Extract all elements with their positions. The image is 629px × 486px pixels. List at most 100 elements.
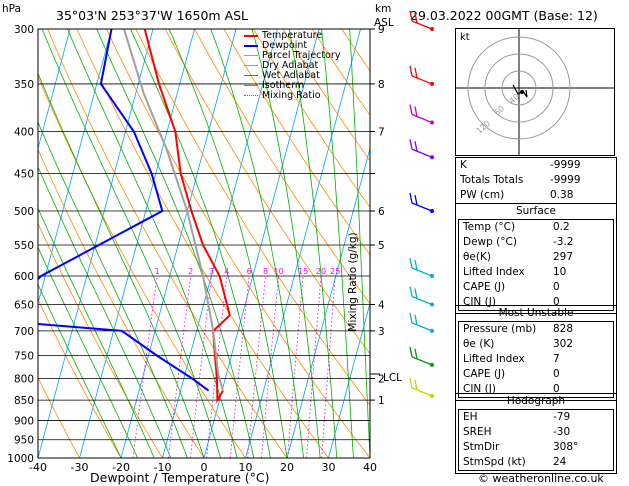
isotherm-line <box>203 29 320 458</box>
km-tick-label: 3 <box>378 326 385 338</box>
hodograph-ring-2 <box>484 53 554 123</box>
legend-swatch <box>244 34 258 37</box>
most-unstable-title: Most Unstable <box>498 307 574 319</box>
mixing-ratio-label: 15 <box>298 267 308 276</box>
legend-swatch <box>244 44 258 47</box>
legend-swatch <box>244 75 258 76</box>
legend-label: Temperature <box>262 30 323 41</box>
y-tick-label: 900 <box>14 415 34 427</box>
isotherm-line <box>79 29 195 458</box>
mixing-ratio-line <box>247 275 267 458</box>
hodo-row: SREH -30 <box>463 426 571 438</box>
dry-adiabat <box>223 29 370 256</box>
y-tick-label: 400 <box>14 127 34 139</box>
wind-barb <box>411 267 433 277</box>
km-tick-label: 4 <box>378 300 385 312</box>
wind-barb-flag <box>414 348 418 359</box>
lcl-label: LCL <box>383 372 403 384</box>
parcel-trajectory-line <box>123 29 224 391</box>
hodograph-ring-3 <box>467 36 571 140</box>
legend-label: Isotherm <box>262 80 305 91</box>
legend-item: Dry Adiabat <box>244 61 340 71</box>
wind-barb-point <box>430 328 434 333</box>
index-row-k: K -9999 <box>460 159 581 171</box>
x-tick-label: 0 <box>201 461 208 474</box>
y-tick-label: 600 <box>14 271 34 283</box>
legend-item: Mixing Ratio <box>244 91 340 101</box>
wind-barb-flag <box>409 104 413 115</box>
legend-item: Temperature <box>244 31 340 41</box>
surface-row: Lifted Index 10 <box>463 266 567 278</box>
mixing-ratio-line <box>306 275 322 458</box>
wind-barb-point <box>430 120 434 125</box>
mixing-ratio-label: 2 <box>188 267 193 276</box>
location-title: 35°03'N 253°37'W 1650m ASL <box>56 8 249 23</box>
y-tick-label: 800 <box>14 373 34 385</box>
y-tick-label: 750 <box>14 350 34 362</box>
wind-barb-point <box>430 27 434 31</box>
km-tick-label: 9 <box>378 24 385 36</box>
dry-adiabat <box>38 75 246 458</box>
dry-adiabat <box>38 376 80 458</box>
legend-label: Wet Adiabat <box>262 70 320 81</box>
wind-barb-point <box>430 393 434 398</box>
wind-barb-flag <box>409 10 413 22</box>
wet-adiabat <box>41 29 221 458</box>
legend-label: Dewpoint <box>262 40 308 51</box>
wind-barb-point <box>430 81 434 86</box>
surface-title: Surface <box>515 205 556 217</box>
mixing-ratio-label: 20 <box>316 267 326 276</box>
wind-barb <box>411 387 433 397</box>
wind-barb <box>411 75 433 85</box>
km-tick-label: 7 <box>378 127 385 139</box>
wind-barb-flag <box>414 12 418 24</box>
legend-label: Parcel Trajectory <box>262 50 341 61</box>
km-tick-label: 6 <box>378 206 385 218</box>
copyright-footer: © weatheronline.co.uk <box>478 472 604 485</box>
surface-row: CAPE (J) 0 <box>463 281 560 293</box>
wind-barb-flag <box>414 141 418 152</box>
y-tick-label: 650 <box>14 300 34 312</box>
x-tick-label: -30 <box>71 461 89 474</box>
wind-barb-flag <box>414 194 418 206</box>
wind-barb <box>411 356 433 366</box>
legend-item: Wet Adiabat <box>244 71 340 81</box>
km-tick-label: 1 <box>378 395 385 407</box>
wind-barb-flag <box>409 346 413 357</box>
dry-adiabat <box>253 29 370 208</box>
legend-item: Isotherm <box>244 81 340 91</box>
wind-barb-flag <box>414 106 418 117</box>
x-tick-label: 20 <box>280 461 294 474</box>
mixing-ratio-label: 6 <box>247 267 252 276</box>
km-tick-label: 5 <box>378 240 385 252</box>
mixing-ratio-label: 1 <box>155 267 160 276</box>
wind-barb <box>411 295 433 306</box>
mixing-ratio-label: 25 <box>330 267 340 276</box>
wind-barb-flag <box>414 67 418 79</box>
wind-barb-point <box>430 155 434 160</box>
surface-row: θe(K) 297 <box>463 251 574 263</box>
wind-barb-point <box>430 302 434 307</box>
hodograph-storm-point <box>520 90 524 94</box>
hodograph-frame <box>455 28 615 156</box>
isotherm-line <box>38 29 71 150</box>
wind-barb-point <box>430 209 434 214</box>
hodograph-table-title: Hodograph <box>506 395 566 407</box>
hodo-row: EH -79 <box>463 411 571 423</box>
y-tick-label: 300 <box>14 24 34 36</box>
legend-label: Mixing Ratio <box>262 90 321 101</box>
mixing-ratio-line <box>229 275 250 458</box>
km-tick-label: 8 <box>378 79 385 91</box>
x-axis-label: Dewpoint / Temperature (°C) <box>90 470 270 485</box>
mixing-ratio-line <box>321 275 336 458</box>
y-tick-label: 550 <box>14 240 34 252</box>
plot-frame <box>37 28 371 459</box>
km-unit-label: km <box>375 3 392 15</box>
dry-adiabat <box>282 29 370 162</box>
mixing-ratio-line <box>261 275 280 458</box>
index-row-tt: Totals Totals -9999 <box>460 174 581 186</box>
isotherm-line <box>38 29 154 458</box>
wind-barb-flag <box>409 286 413 297</box>
asl-unit-label: ASL <box>374 17 394 29</box>
